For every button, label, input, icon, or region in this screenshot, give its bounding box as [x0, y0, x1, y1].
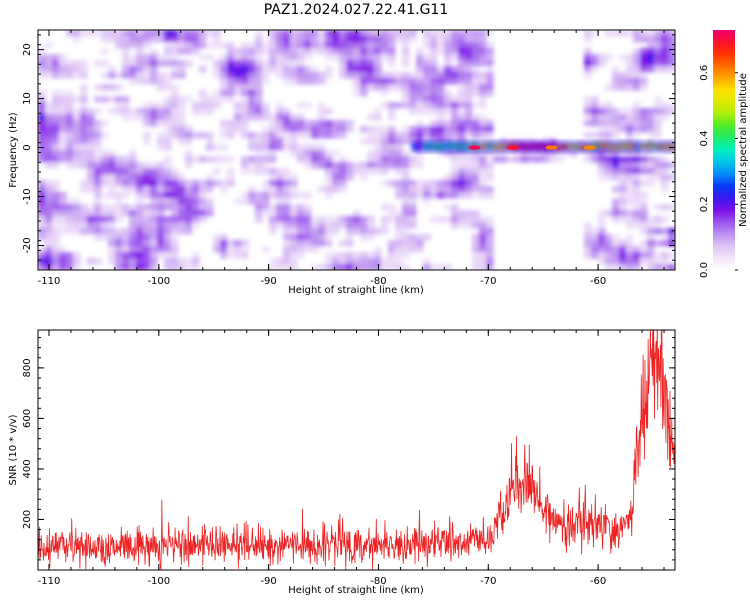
- colorbar-gradient: [713, 30, 735, 270]
- spectrogram-y-tick-labels: -20 -10 0 10 20: [22, 43, 33, 253]
- spectrogram-x-tick-label: -60: [590, 276, 606, 287]
- snr-ticks: [38, 330, 675, 570]
- snr-background: [38, 330, 675, 570]
- snr-y-tick-label: 400: [22, 459, 33, 478]
- figure-title: PAZ1.2024.027.22.41.G11: [264, 2, 449, 18]
- snr-x-tick-label: -90: [260, 576, 276, 587]
- snr-y-axis-label: SNR (10 * v/v): [8, 414, 19, 485]
- spectrogram-y-tick-label: 20: [22, 43, 33, 56]
- snr-y-tick-labels: 200 400 600 800: [22, 358, 33, 529]
- colorbar-tick-label: 0.4: [699, 131, 710, 147]
- colorbar-tick-label: 0.6: [699, 65, 710, 81]
- spectrogram-heatmap: [38, 30, 675, 270]
- spectrogram-y-tick-label: 10: [22, 92, 33, 105]
- snr-x-tick-label: -80: [370, 576, 386, 587]
- spectrogram-ticks: [38, 30, 675, 271]
- spectrogram-x-tick-label: -80: [370, 276, 386, 287]
- snr-y-tick-label: 800: [22, 358, 33, 377]
- spectrogram-x-tick-label: -90: [260, 276, 276, 287]
- snr-y-tick-label: 600: [22, 409, 33, 428]
- colorbar-tick-label: 0.2: [699, 196, 710, 212]
- snr-x-tick-labels: -110 -100 -90 -80 -70 -60: [38, 576, 607, 587]
- spectrogram-x-tick-label: -110: [38, 276, 61, 287]
- snr-x-axis-label: Height of straight line (km): [288, 585, 424, 596]
- snr-x-tick-label: -60: [590, 576, 606, 587]
- snr-x-tick-label: -70: [480, 576, 496, 587]
- spectrogram-y-tick-label: 0: [22, 144, 33, 150]
- snr-panel: -110 -100 -90 -80 -70 -60 200 400 600 800 Height…: [8, 329, 676, 596]
- spectrogram-x-tick-labels: -110 -100 -90 -80 -70 -60: [38, 276, 607, 287]
- colorbar-tick-labels: 0.0 0.2 0.4 0.6: [699, 65, 738, 278]
- spectrogram-y-tick-label: -20: [22, 237, 33, 253]
- spectrogram-x-axis-label: Height of straight line (km): [288, 285, 424, 296]
- colorbar-label: Normalized spectral amplitude: [738, 73, 749, 227]
- snr-x-tick-label: -110: [38, 576, 61, 587]
- snr-y-tick-label: 200: [22, 510, 33, 529]
- spectrogram-y-tick-label: -10: [22, 188, 33, 204]
- snr-x-tick-label: -100: [147, 576, 170, 587]
- spectrogram-x-tick-label: -70: [480, 276, 496, 287]
- snr-series-line: [38, 330, 675, 570]
- spectrogram-y-axis-label: Frequency (Hz): [8, 112, 19, 188]
- spectrogram-x-tick-label: -100: [147, 276, 170, 287]
- colorbar-tick-label: 0.0: [699, 262, 710, 278]
- colorbar: 0.0 0.2 0.4 0.6 Normalized spectral amplitu…: [699, 30, 749, 278]
